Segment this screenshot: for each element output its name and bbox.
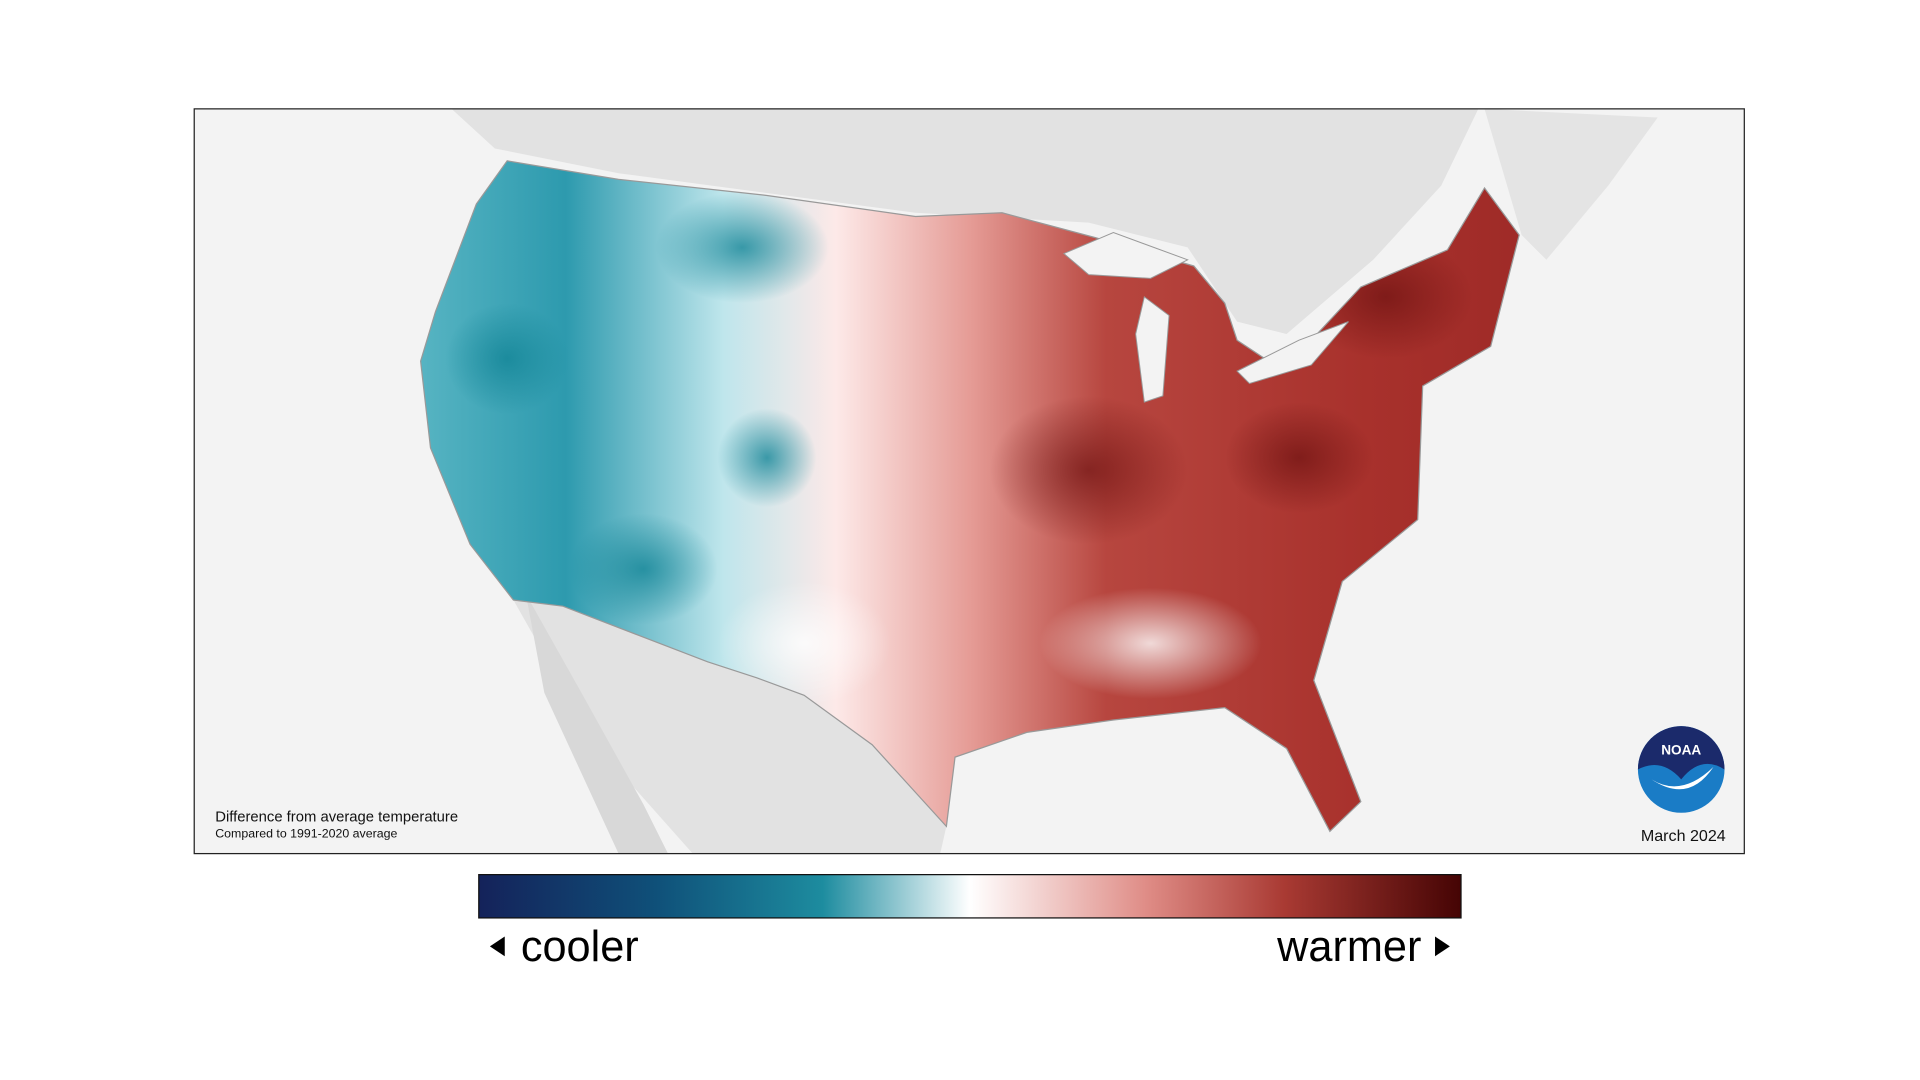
map-border	[193, 108, 1745, 855]
color-scale	[478, 874, 1462, 919]
map: Difference from average temperature Comp…	[193, 108, 1745, 971]
map-date: March 2024	[1641, 827, 1726, 845]
great-lakes	[1062, 232, 1349, 403]
logo-text: NOAA	[1661, 743, 1701, 758]
legend-low: cooler	[521, 923, 639, 971]
surrounding-land	[451, 108, 1658, 854]
warmer-arrow	[1435, 936, 1450, 957]
caption-subtitle: Compared to 1991-2020 average	[215, 827, 397, 841]
cooler-arrow	[489, 936, 505, 957]
legend-high: warmer	[1276, 923, 1421, 971]
caption-title: Difference from average temperature	[215, 809, 458, 825]
noaa-logo: NOAA	[1637, 726, 1725, 813]
